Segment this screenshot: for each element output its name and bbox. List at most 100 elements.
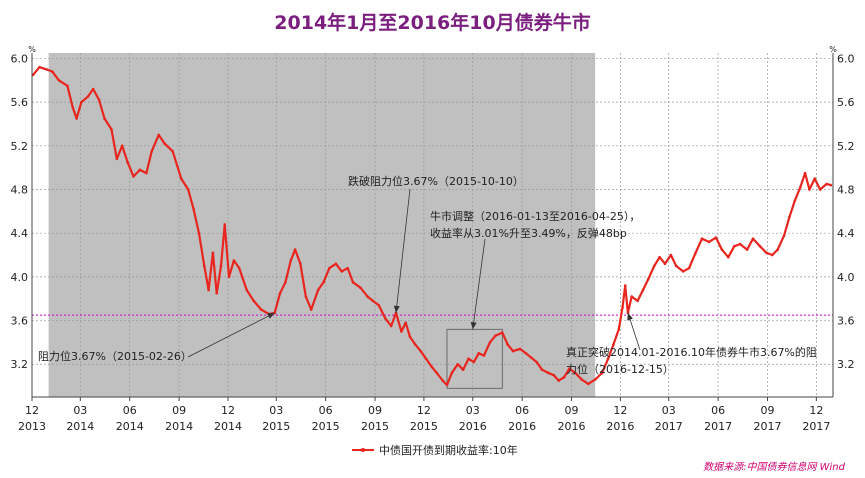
x-tick-month: 03 [662, 404, 676, 417]
series-point [45, 68, 48, 71]
highlight-box [446, 328, 503, 389]
series-point [316, 288, 320, 292]
annotation-text: 阻力位3.67%（2015-02-26） [38, 349, 192, 363]
series-point [472, 360, 476, 364]
chart-title: 2014年1月至2016年10月债券牛市 [274, 12, 591, 34]
series-point [97, 98, 101, 102]
y-tick-label-left: 5.2 [11, 140, 29, 153]
x-tick-month: 09 [761, 404, 775, 417]
series-point [223, 223, 227, 226]
x-tick-month: 12 [221, 404, 235, 417]
series-point [647, 277, 650, 281]
series-point [408, 335, 412, 339]
series-point [366, 295, 369, 298]
series-point [798, 186, 802, 189]
series-point [482, 354, 486, 357]
series-point [758, 244, 762, 248]
series-point [636, 299, 639, 303]
series-point [687, 266, 691, 270]
series-point [145, 171, 148, 175]
series-point [132, 175, 135, 178]
series-point [304, 295, 308, 298]
annotation-arrowhead [470, 321, 477, 330]
series-point [623, 284, 627, 287]
annotation-text: 牛市调整（2016-01-13至2016-04-25）， [430, 209, 640, 223]
series-point [568, 367, 571, 370]
series-point [359, 286, 362, 290]
x-tick-month: 06 [319, 404, 333, 417]
series-point [461, 368, 465, 371]
series-point [66, 84, 69, 88]
series-point [400, 330, 403, 333]
annotation-arrowhead [393, 305, 400, 313]
y-tick-label-right: 6.0 [837, 52, 855, 65]
series-point [557, 379, 560, 382]
series-point [86, 95, 90, 98]
x-tick-year: 2017 [754, 420, 782, 433]
series-point [227, 275, 231, 279]
series-point [207, 288, 210, 292]
series-point [765, 251, 768, 255]
series-point [732, 244, 736, 248]
x-tick-year: 2017 [655, 420, 683, 433]
x-tick-year: 2014 [165, 420, 193, 433]
series-point [617, 327, 621, 331]
x-tick-year: 2015 [361, 420, 389, 433]
shaded-period-layer [48, 53, 596, 397]
x-tick-month: 03 [73, 404, 87, 417]
series-point [586, 382, 590, 386]
series-point [674, 264, 678, 268]
series-point [500, 331, 504, 334]
series-point [71, 106, 75, 109]
series-point [681, 270, 685, 273]
series-point [524, 352, 528, 355]
series-point [157, 133, 160, 137]
y-tick-label-right: 4.4 [837, 227, 855, 240]
series-point [394, 311, 398, 315]
series-point [652, 264, 656, 268]
y-tick-label-left: 5.6 [11, 96, 29, 109]
series-point [91, 87, 95, 91]
series-point [435, 371, 439, 375]
x-tick-year: 2016 [508, 420, 536, 433]
x-tick-year: 2016 [459, 420, 487, 433]
series-point [540, 368, 544, 371]
y-tick-label-left: 4.4 [11, 227, 29, 240]
series-point [389, 324, 393, 328]
series-point [414, 343, 417, 346]
series-point [641, 288, 645, 292]
series-point [467, 357, 470, 361]
x-tick-month: 12 [809, 404, 823, 417]
series-layer [32, 65, 833, 387]
x-tick-month: 12 [25, 404, 39, 417]
y-tick-label-left: 3.2 [11, 358, 29, 371]
series-point [309, 308, 313, 311]
series-point [252, 299, 256, 303]
series-point [727, 255, 730, 259]
series-point [237, 266, 241, 270]
series-point [488, 341, 492, 344]
series-point [720, 248, 724, 251]
series-point [138, 168, 142, 172]
unit-label-right: % [829, 45, 837, 54]
series-point [630, 295, 633, 298]
x-tick-month: 12 [417, 404, 431, 417]
series-point [340, 270, 344, 273]
series-point [289, 259, 293, 262]
series-point [38, 65, 41, 69]
series-point [441, 379, 445, 382]
x-tick-month: 12 [613, 404, 627, 417]
series-point [80, 100, 83, 104]
annotation-arrowhead [627, 312, 633, 321]
series-point [776, 248, 780, 251]
series-point [103, 117, 106, 120]
axes-layer: 3.2 3.2 3.6 3.6 4.0 4.0 4.4 4.4 4.8 4.8 5.2 5.2 5.6 5… [11, 45, 855, 433]
x-tick-year: 2015 [262, 420, 290, 433]
series-point [299, 262, 302, 266]
x-tick-month: 03 [269, 404, 283, 417]
series-point [163, 142, 166, 145]
legend-label: 中债国开债到期收益率:10年 [379, 443, 518, 457]
series-point [346, 266, 349, 270]
annotation-text-line2: 收益率从3.01%升至3.49%，反弹48bp [430, 226, 627, 240]
series-point [663, 262, 667, 266]
